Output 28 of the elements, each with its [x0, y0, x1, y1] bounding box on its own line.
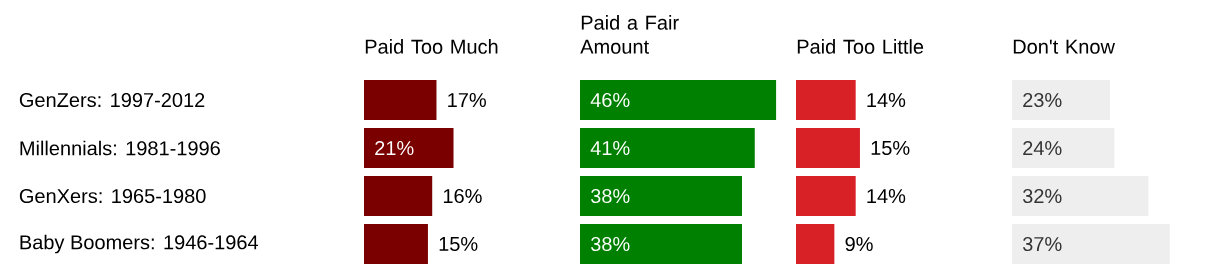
- chart-title: Paid Too Much: [365, 39, 498, 54]
- y-tick-label: GenZers: 1997-2012: [19, 92, 205, 108]
- data-label: 15%: [871, 140, 910, 156]
- data-label: 23%: [1023, 92, 1062, 108]
- data-label: 15%: [439, 236, 478, 252]
- y-tick-label: Baby Boomers: 1946-1964: [20, 234, 259, 254]
- data-label: 21%: [375, 140, 414, 156]
- bar: [364, 176, 433, 216]
- data-label: 38%: [590, 236, 630, 252]
- bar: [364, 128, 454, 168]
- data-label: 37%: [1022, 236, 1062, 252]
- data-label: 16%: [443, 188, 482, 204]
- data-label: 38%: [590, 188, 630, 204]
- data-label: 14%: [867, 93, 906, 107]
- chart-title: Paid a Fair Amount: [580, 15, 679, 54]
- bar: [364, 224, 428, 264]
- data-label: 9%: [845, 236, 873, 252]
- data-label: 24%: [1023, 140, 1062, 156]
- chart-title: Paid Too Little: [797, 39, 924, 54]
- y-tick-label: Millennials: 1981-1996: [20, 140, 220, 156]
- y-tick-label: GenXers: 1965-1980: [19, 188, 206, 204]
- data-label: 14%: [867, 189, 906, 203]
- chart-title: Don't Know: [1013, 39, 1115, 54]
- bar: [364, 80, 437, 120]
- data-label: 46%: [590, 92, 630, 108]
- data-label: 41%: [590, 141, 630, 155]
- data-label: 32%: [1022, 188, 1062, 204]
- data-label: 17%: [448, 93, 486, 107]
